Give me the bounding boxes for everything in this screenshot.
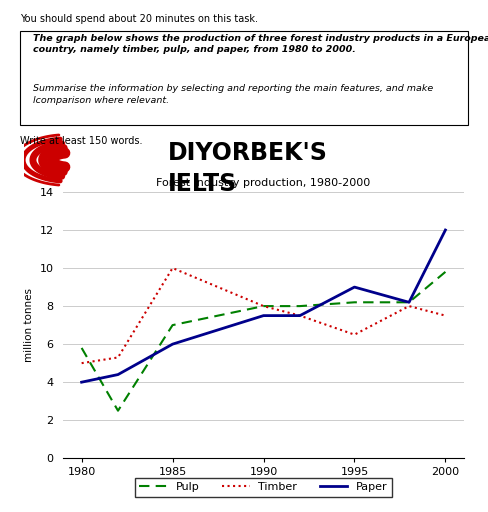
Timber (261, 303, 266, 309)
Text: DIYORBEK'S: DIYORBEK'S (168, 141, 328, 165)
FancyBboxPatch shape (20, 31, 468, 125)
Line: Pulp: Pulp (81, 272, 446, 411)
Line: Paper: Paper (81, 230, 446, 382)
Paper (170, 341, 176, 347)
Paper (115, 372, 121, 378)
Text: Write at least 150 words.: Write at least 150 words. (20, 136, 142, 146)
Pulp (297, 303, 303, 309)
Text: The graph below shows the production of three forest industry products in a Euro: The graph below shows the production of … (33, 34, 488, 54)
Line: Timber: Timber (81, 268, 446, 363)
Title: Forest industry production, 1980-2000: Forest industry production, 1980-2000 (156, 179, 371, 188)
Timber (79, 360, 84, 366)
Text: Summarise the information by selecting and reporting the main features, and make: Summarise the information by selecting a… (33, 84, 433, 104)
Legend: Pulp, Timber, Paper: Pulp, Timber, Paper (135, 478, 392, 497)
Pulp (170, 322, 176, 328)
Text: IELTS: IELTS (168, 172, 238, 196)
Y-axis label: million tonnes: million tonnes (24, 288, 34, 362)
Paper (443, 227, 448, 233)
Pulp (79, 345, 84, 351)
Timber (170, 265, 176, 271)
Paper (79, 379, 84, 385)
Timber (406, 303, 412, 309)
Timber (351, 332, 357, 338)
Paper (406, 299, 412, 305)
Paper (351, 284, 357, 290)
Pulp (443, 269, 448, 275)
Timber (297, 312, 303, 318)
Paper (297, 312, 303, 318)
Text: You should spend about 20 minutes on this task.: You should spend about 20 minutes on thi… (20, 14, 258, 25)
Timber (443, 312, 448, 318)
Paper (261, 312, 266, 318)
Pulp (406, 299, 412, 305)
Pulp (261, 303, 266, 309)
Pulp (115, 408, 121, 414)
Pulp (351, 299, 357, 305)
Timber (115, 354, 121, 360)
